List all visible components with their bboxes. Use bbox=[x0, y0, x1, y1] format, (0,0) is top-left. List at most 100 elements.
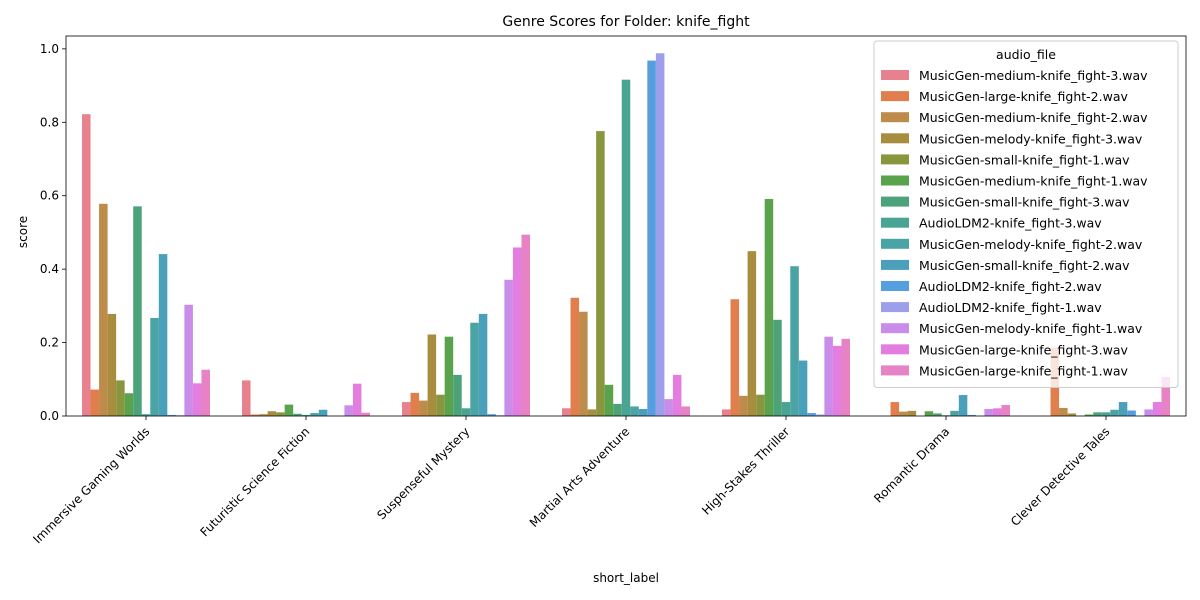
bar-3-7 bbox=[1059, 407, 1068, 416]
x-tick-label: Martial Arts Adventure bbox=[527, 424, 632, 529]
bar-14-2 bbox=[352, 383, 362, 416]
legend-entry: MusicGen-large-knife_fight-2.wav bbox=[919, 89, 1128, 104]
legend-entry: MusicGen-medium-knife_fight-2.wav bbox=[919, 110, 1148, 125]
plot-area: 0.0 0.2 0.4 0.6 0.8 1.0 Immersive Gaming World… bbox=[30, 35, 1187, 546]
bar-9-7 bbox=[1110, 409, 1119, 416]
legend-entry: AudioLDM2-knife_fight-2.wav bbox=[919, 279, 1102, 294]
legend-swatch bbox=[881, 238, 909, 249]
bar-10-6 bbox=[958, 395, 968, 416]
bar-4-7 bbox=[1067, 413, 1077, 416]
bar-7-7 bbox=[1093, 412, 1102, 416]
bar-14-5 bbox=[832, 345, 842, 416]
y-tick-label: 0.0 bbox=[40, 409, 59, 423]
x-axis-label: short_label bbox=[593, 571, 659, 585]
legend-swatch bbox=[881, 259, 909, 270]
bar-15-3 bbox=[521, 234, 530, 416]
bar-4-4 bbox=[587, 409, 597, 416]
bar-5-1 bbox=[116, 380, 125, 416]
bar-12-5 bbox=[815, 414, 825, 416]
bar-3-4 bbox=[579, 311, 588, 416]
bar-1-2 bbox=[242, 380, 251, 416]
bar-2-3 bbox=[410, 392, 420, 416]
bar-6-4 bbox=[604, 384, 614, 416]
legend-swatch bbox=[881, 196, 909, 207]
y-tick-label: 0.4 bbox=[40, 262, 59, 276]
legend-swatch bbox=[881, 323, 909, 334]
legend-swatch bbox=[881, 344, 909, 355]
bar-2-5 bbox=[730, 299, 740, 416]
bar-15-2 bbox=[361, 412, 370, 416]
bar-4-3 bbox=[427, 334, 437, 416]
bar-11-3 bbox=[487, 414, 496, 416]
bar-8-5 bbox=[781, 402, 791, 416]
bar-10-1 bbox=[158, 254, 168, 416]
bar-6-5 bbox=[764, 199, 774, 416]
bar-7-6 bbox=[933, 413, 942, 416]
bar-3-2 bbox=[259, 414, 268, 416]
bar-10-5 bbox=[798, 360, 808, 416]
bar-15-1 bbox=[201, 369, 210, 416]
x-tick-label: Clever Detective Tales bbox=[1008, 424, 1112, 528]
legend-box bbox=[873, 40, 1179, 388]
bar-13-2 bbox=[344, 405, 353, 416]
legend-entry: MusicGen-medium-knife_fight-3.wav bbox=[919, 68, 1148, 83]
bar-9-1 bbox=[150, 317, 159, 416]
legend-swatch bbox=[881, 302, 909, 313]
legend-entry: MusicGen-melody-knife_fight-3.wav bbox=[919, 131, 1143, 146]
bar-6-6 bbox=[924, 411, 934, 416]
bar-1-1 bbox=[82, 114, 91, 416]
x-tick-label: Immersive Gaming Worlds bbox=[30, 424, 152, 546]
bar-8-3 bbox=[461, 408, 471, 416]
bar-13-1 bbox=[184, 304, 193, 416]
bar-11-6 bbox=[967, 414, 976, 416]
bar-1-5 bbox=[722, 409, 731, 416]
bar-11-7 bbox=[1127, 410, 1136, 416]
legend-entry: MusicGen-large-knife_fight-1.wav bbox=[919, 363, 1128, 378]
bar-2-6 bbox=[890, 402, 900, 416]
legend-swatch bbox=[881, 175, 909, 186]
bar-5-4 bbox=[596, 131, 605, 416]
bar-14-4 bbox=[672, 374, 682, 416]
bar-1-3 bbox=[402, 402, 411, 416]
legend-entry: AudioLDM2-knife_fight-3.wav bbox=[919, 216, 1102, 231]
legend-entry: MusicGen-small-knife_fight-2.wav bbox=[919, 258, 1130, 273]
bar-8-4 bbox=[621, 79, 631, 416]
bar-7-1 bbox=[133, 206, 142, 416]
x-tick-label: Romantic Drama bbox=[871, 424, 952, 505]
legend-swatch bbox=[881, 281, 909, 291]
y-axis-label: score bbox=[16, 216, 30, 248]
bar-6-7 bbox=[1084, 414, 1094, 416]
bar-4-6 bbox=[907, 410, 917, 416]
legend-swatch bbox=[881, 91, 909, 102]
bar-13-6 bbox=[984, 409, 993, 416]
y-tick-label: 1.0 bbox=[40, 42, 59, 56]
bar-13-7 bbox=[1144, 409, 1153, 416]
bar-1-4 bbox=[562, 408, 571, 416]
bar-4-1 bbox=[107, 313, 117, 416]
bar-13-3 bbox=[504, 279, 513, 416]
bar-15-7 bbox=[1161, 377, 1170, 416]
bar-2-4 bbox=[570, 297, 580, 416]
bar-5-2 bbox=[276, 412, 285, 416]
bar-12-4 bbox=[655, 53, 665, 416]
legend-swatch bbox=[881, 70, 909, 80]
x-tick-label: Futuristic Science Fiction bbox=[198, 424, 313, 539]
bar-13-4 bbox=[664, 399, 673, 416]
bar-3-5 bbox=[739, 395, 748, 416]
bar-6-3 bbox=[444, 336, 454, 416]
bar-10-4 bbox=[638, 409, 648, 416]
bar-7-3 bbox=[453, 374, 462, 416]
bar-11-5 bbox=[807, 413, 816, 416]
bar-13-5 bbox=[824, 336, 833, 416]
bar-15-6 bbox=[1001, 404, 1010, 416]
legend: audio_file MusicGen-medium-knife_fight-3.… bbox=[873, 40, 1179, 388]
legend-entry: AudioLDM2-knife_fight-1.wav bbox=[919, 300, 1102, 315]
legend-swatch bbox=[881, 133, 909, 144]
bar-8-1 bbox=[141, 414, 151, 416]
legend-entry: MusicGen-melody-knife_fight-1.wav bbox=[919, 321, 1143, 336]
legend-swatch bbox=[881, 112, 909, 123]
y-tick-label: 0.2 bbox=[40, 336, 59, 350]
bar-7-4 bbox=[613, 403, 622, 416]
legend-entry: MusicGen-small-knife_fight-1.wav bbox=[919, 152, 1130, 167]
